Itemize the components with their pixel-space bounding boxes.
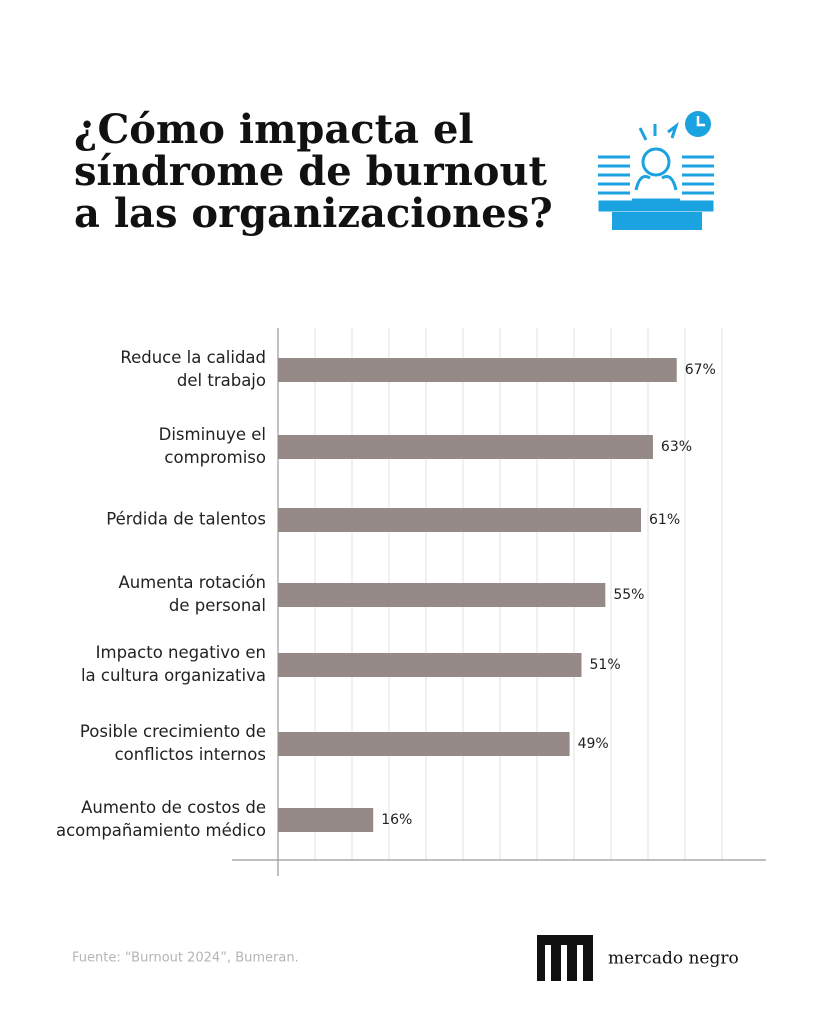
bar bbox=[278, 508, 642, 532]
category-label: Aumento de costos de bbox=[81, 798, 266, 817]
title-line: a las organizaciones? bbox=[74, 190, 553, 237]
bar bbox=[278, 435, 653, 459]
category-label: del trabajo bbox=[177, 371, 266, 390]
value-label: 51% bbox=[590, 657, 621, 673]
value-label: 67% bbox=[685, 362, 716, 378]
value-label: 16% bbox=[381, 812, 412, 828]
source: Fuente: “Burnout 2024”, Bumeran. bbox=[72, 951, 299, 966]
bar bbox=[278, 808, 374, 832]
title-line: síndrome de burnout bbox=[74, 148, 548, 195]
title-line: ¿Cómo impacta el bbox=[74, 106, 474, 153]
brand-logo bbox=[537, 935, 593, 981]
value-label: 63% bbox=[661, 439, 692, 455]
value-label: 61% bbox=[649, 512, 680, 528]
value-label: 49% bbox=[578, 736, 609, 752]
bar bbox=[278, 653, 582, 677]
category-label: Reduce la calidad bbox=[120, 348, 266, 367]
bar bbox=[278, 732, 570, 756]
category-label: Aumenta rotación bbox=[118, 573, 266, 592]
plot: Reduce la calidad del trabajo 67% Disminuye… bbox=[56, 348, 716, 840]
category-label: compromiso bbox=[164, 448, 266, 467]
category-label: de personal bbox=[169, 596, 266, 615]
category-label: Pérdida de talentos bbox=[106, 510, 266, 529]
category-label: Impacto negativo en bbox=[96, 643, 266, 662]
brand-name: mercado negro bbox=[608, 949, 739, 969]
bar bbox=[278, 583, 606, 607]
category-label: conflictos internos bbox=[115, 745, 266, 764]
category-label: Disminuye el bbox=[159, 425, 266, 444]
bar bbox=[278, 358, 677, 382]
category-label: acompañamiento médico bbox=[56, 821, 266, 840]
burnout-icon bbox=[598, 111, 714, 230]
category-label: la cultura organizativa bbox=[81, 666, 266, 685]
category-label: Posible crecimiento de bbox=[80, 722, 266, 741]
value-label: 55% bbox=[613, 587, 644, 603]
